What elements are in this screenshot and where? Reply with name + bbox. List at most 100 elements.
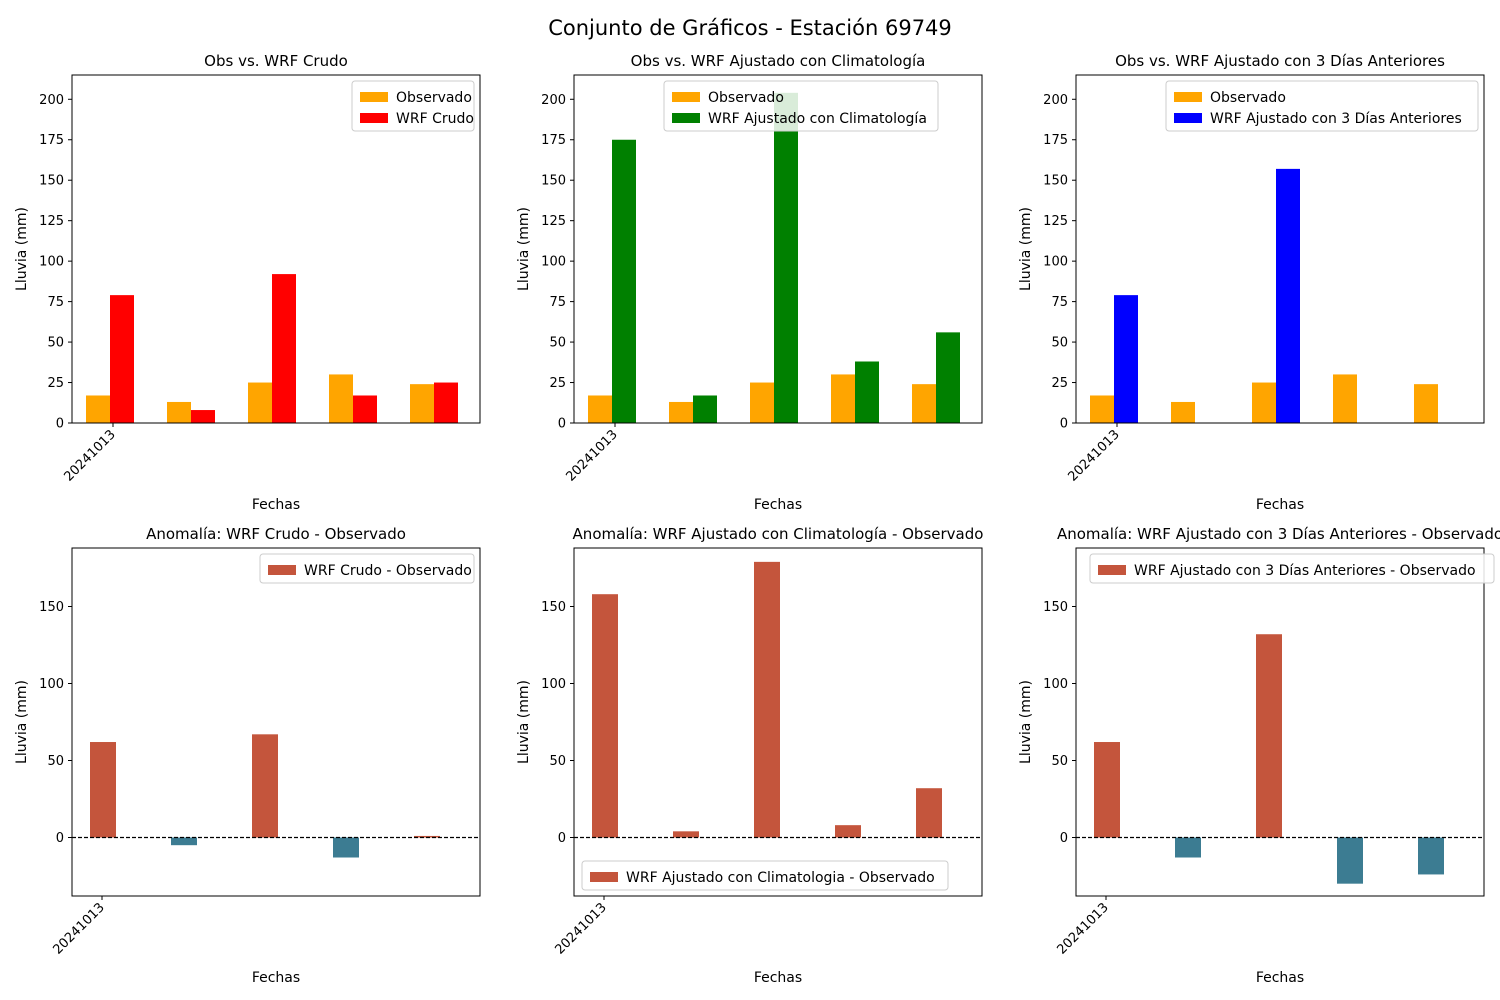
bar-series-1-3 [1252, 382, 1276, 423]
bar-series-2-3 [1276, 168, 1300, 423]
x-tick-label: 20241013 [563, 427, 620, 484]
bar-series-1-5 [1414, 384, 1438, 423]
y-tick-label: 125 [541, 214, 566, 229]
y-tick-label: 0 [56, 831, 64, 846]
y-tick-label: 100 [1043, 677, 1068, 692]
plot-frame [573, 74, 983, 424]
x-tick-label: 20241013 [1065, 427, 1122, 484]
chart-panel-1: Obs vs. WRF Crudo 0 25 50 75 100 125 150 175 200 2… [14, 52, 481, 513]
bar-series-2-1 [110, 295, 134, 423]
y-tick-label: 175 [1043, 133, 1068, 148]
y-tick-label: 125 [39, 214, 64, 229]
chart-panel-5: Anomalía: WRF Ajustado con Climatología … [516, 525, 983, 986]
y-tick-label: 25 [47, 376, 64, 391]
bar-series-2-5 [434, 382, 458, 423]
legend-label: WRF Crudo - Observado [304, 563, 472, 579]
bar-series-1-4 [329, 374, 353, 423]
y-tick-label: 75 [47, 295, 64, 310]
y-tick-label: 50 [1051, 336, 1068, 351]
bar-anomaly-4 [333, 837, 359, 858]
x-tick-label: 20241013 [1054, 900, 1111, 957]
bar-series-2-3 [774, 92, 798, 423]
y-tick-label: 200 [541, 93, 566, 108]
legend-box [259, 553, 475, 584]
chart-title: Obs vs. WRF Crudo [204, 52, 348, 70]
bar-series-2-3 [272, 274, 296, 423]
bar-series-1-2 [669, 401, 693, 423]
y-tick-label: 50 [47, 336, 64, 351]
bar-series-2-2 [191, 410, 215, 423]
bar-series-2-2 [693, 395, 717, 423]
bar-anomaly-3 [1256, 634, 1282, 838]
y-tick-label: 175 [541, 133, 566, 148]
legend-box [581, 860, 949, 891]
legend-box [663, 80, 939, 132]
figure-title: Conjunto de Gráficos - Estación 69749 [548, 16, 952, 40]
chart-panel-2: Obs vs. WRF Ajustado con Climatología 0 25… [516, 52, 983, 513]
y-axis-label: Lluvia (mm) [1018, 680, 1034, 764]
legend-box [1089, 553, 1495, 584]
legend: Observado WRF Crudo [351, 80, 475, 132]
legend-swatch [1174, 113, 1202, 123]
bar-series-1-3 [248, 382, 272, 423]
bar-series-1-1 [1090, 395, 1114, 423]
bar-series-1-4 [1333, 374, 1357, 423]
y-tick-label: 200 [39, 93, 64, 108]
plot-frame [1075, 547, 1485, 897]
bar-series-1-3 [750, 382, 774, 423]
plot-frame [1075, 74, 1485, 424]
chart-panel-6: Anomalía: WRF Ajustado con 3 Días Anteri… [1018, 525, 1500, 986]
legend-swatch [1174, 92, 1202, 102]
x-axis-label: Fechas [754, 970, 802, 986]
bar-anomaly-1 [90, 742, 116, 838]
y-tick-label: 175 [39, 133, 64, 148]
y-axis-label: Lluvia (mm) [516, 680, 532, 764]
legend-label: WRF Crudo [396, 111, 474, 127]
y-tick-label: 0 [1060, 417, 1068, 432]
chart-title: Anomalía: WRF Ajustado con 3 Días Anteri… [1057, 525, 1500, 543]
legend: WRF Ajustado con Climatologia - Observad… [581, 860, 949, 891]
plot-frame [573, 547, 983, 897]
x-axis-label: Fechas [252, 970, 300, 986]
bar-series-2-4 [855, 361, 879, 423]
legend: Observado WRF Ajustado con Climatología [663, 80, 939, 132]
x-axis-label: Fechas [252, 497, 300, 513]
bar-anomaly-2 [673, 831, 699, 838]
chart-title: Obs vs. WRF Ajustado con Climatología [631, 52, 926, 70]
legend-box [1165, 80, 1479, 132]
bar-anomaly-3 [252, 734, 278, 838]
y-tick-label: 100 [1043, 255, 1068, 270]
bar-anomaly-1 [592, 594, 618, 838]
bar-anomaly-5 [414, 835, 440, 838]
y-tick-label: 125 [1043, 214, 1068, 229]
x-tick-label: 20241013 [552, 900, 609, 957]
bar-anomaly-2 [171, 837, 197, 846]
y-axis-label: Lluvia (mm) [1018, 207, 1034, 291]
legend-swatch [672, 92, 700, 102]
y-tick-label: 150 [1043, 174, 1068, 189]
y-tick-label: 75 [1051, 295, 1068, 310]
bar-anomaly-4 [835, 825, 861, 838]
x-axis-label: Fechas [1256, 497, 1304, 513]
legend-label: WRF Ajustado con 3 Días Anteriores - Obs… [1134, 563, 1476, 579]
legend-label: Observado [396, 90, 472, 106]
chart-title: Anomalía: WRF Ajustado con Climatología … [573, 525, 984, 543]
y-tick-label: 150 [39, 600, 64, 615]
chart-title: Obs vs. WRF Ajustado con 3 Días Anterior… [1115, 52, 1445, 70]
bar-anomaly-2 [1175, 837, 1201, 858]
y-tick-label: 25 [549, 376, 566, 391]
y-tick-label: 150 [39, 174, 64, 189]
y-tick-label: 50 [549, 754, 566, 769]
y-tick-label: 100 [39, 677, 64, 692]
legend-swatch [360, 113, 388, 123]
y-tick-label: 100 [541, 255, 566, 270]
y-tick-label: 0 [558, 417, 566, 432]
legend-swatch [1098, 565, 1126, 575]
bar-series-2-1 [1114, 295, 1138, 423]
y-axis-label: Lluvia (mm) [14, 680, 30, 764]
bar-series-1-2 [1171, 401, 1195, 423]
bar-series-1-5 [912, 384, 936, 423]
y-tick-label: 50 [1051, 754, 1068, 769]
legend-label: WRF Ajustado con Climatologia - Observad… [626, 870, 935, 886]
